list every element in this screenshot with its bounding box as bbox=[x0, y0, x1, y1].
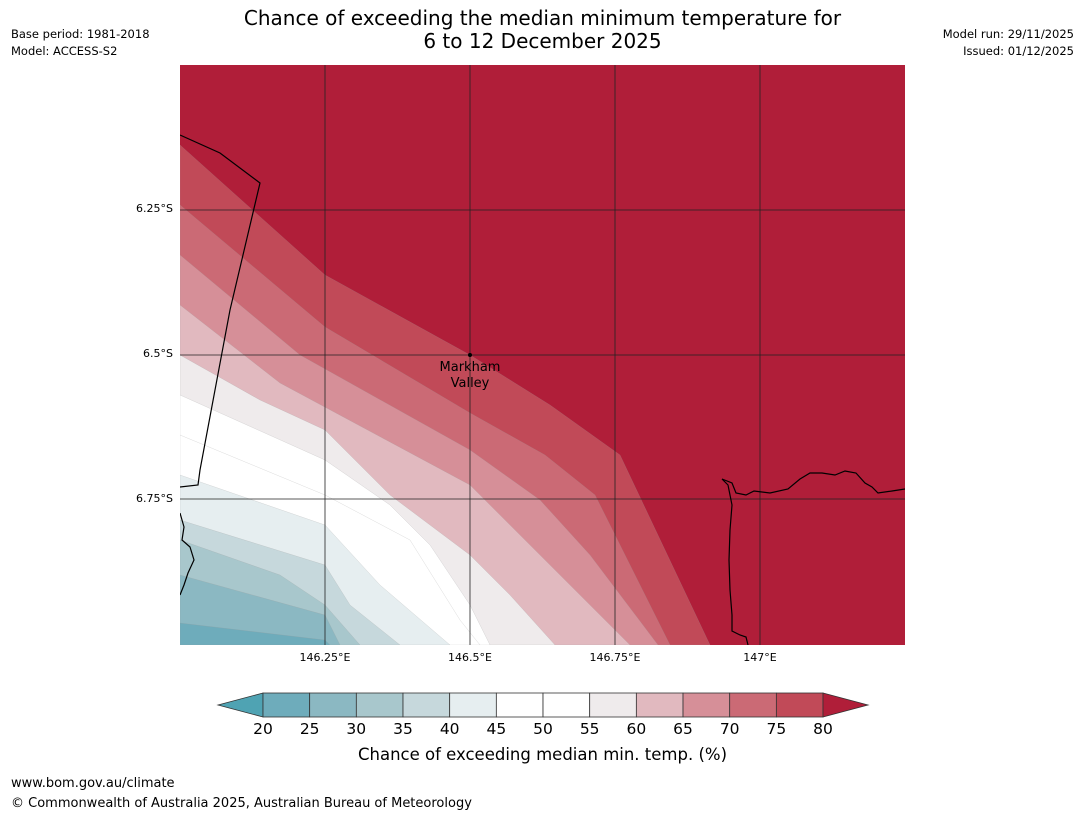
colorbar-cell-55-60 bbox=[589, 692, 637, 718]
colorbar-arrow-high bbox=[822, 692, 870, 718]
meta-left: Base period: 1981-2018 Model: ACCESS-S2 bbox=[11, 26, 150, 60]
forecast-map bbox=[180, 65, 905, 645]
colorbar-cell-30-35 bbox=[355, 692, 404, 718]
map-title: Chance of exceeding the median minimum t… bbox=[0, 7, 1085, 53]
colorbar-tick-65: 65 bbox=[673, 720, 693, 738]
colorbar-cell-35-40 bbox=[402, 692, 451, 718]
lat-label-6-5: 6.5°S bbox=[143, 347, 173, 360]
colorbar bbox=[216, 692, 870, 718]
lon-label-146-25: 146.25°E bbox=[299, 651, 351, 664]
lon-label-146-5: 146.5°E bbox=[448, 651, 492, 664]
issued-date: Issued: 01/12/2025 bbox=[963, 44, 1074, 58]
colorbar-tick-20: 20 bbox=[253, 720, 273, 738]
lat-label-6-75: 6.75°S bbox=[136, 492, 173, 505]
colorbar-tick-45: 45 bbox=[486, 720, 507, 738]
lon-label-146-75: 146.75°E bbox=[589, 651, 641, 664]
place-label-markham-valley: Markham Valley bbox=[425, 360, 515, 392]
footer-copyright: © Commonwealth of Australia 2025, Austra… bbox=[11, 796, 472, 811]
colorbar-tick-55: 55 bbox=[579, 720, 600, 738]
colorbar-cell-75-80 bbox=[775, 692, 824, 718]
footer-url[interactable]: www.bom.gov.au/climate bbox=[11, 776, 175, 791]
model-name: Model: ACCESS-S2 bbox=[11, 44, 118, 58]
colorbar-tick-75: 75 bbox=[766, 720, 787, 738]
title-line-1: Chance of exceeding the median minimum t… bbox=[243, 6, 842, 30]
model-run: Model run: 29/11/2025 bbox=[942, 27, 1074, 41]
lat-label-6-25: 6.25°S bbox=[136, 202, 173, 215]
colorbar-tick-25: 25 bbox=[299, 720, 320, 738]
colorbar-tick-60: 60 bbox=[626, 720, 647, 738]
colorbar-cells bbox=[262, 692, 824, 718]
colorbar-cell-20-25 bbox=[262, 692, 311, 718]
lon-label-147: 147°E bbox=[743, 651, 777, 664]
colorbar-label: Chance of exceeding median min. temp. (%… bbox=[357, 745, 728, 764]
colorbar-tick-30: 30 bbox=[346, 720, 367, 738]
title-line-2: 6 to 12 December 2025 bbox=[423, 29, 662, 53]
base-period: Base period: 1981-2018 bbox=[11, 27, 150, 41]
band-25-30 bbox=[180, 574, 341, 645]
colorbar-cell-40-45 bbox=[449, 692, 497, 718]
coastline bbox=[180, 134, 905, 645]
colorbar-tick-70: 70 bbox=[719, 720, 740, 738]
colorbar-cell-50-55 bbox=[542, 692, 591, 718]
colorbar-tick-40: 40 bbox=[439, 720, 460, 738]
place-name-line-1: Markham bbox=[439, 360, 501, 375]
colorbar-cell-70-75 bbox=[729, 692, 777, 718]
colorbar-cell-25-30 bbox=[309, 692, 357, 718]
colorbar-tick-80: 80 bbox=[813, 720, 833, 738]
colorbar-cell-45-50 bbox=[495, 692, 544, 718]
place-name-line-2: Valley bbox=[450, 376, 490, 391]
meta-right: Model run: 29/11/2025 Issued: 01/12/2025 bbox=[943, 26, 1074, 60]
colorbar-tick-35: 35 bbox=[393, 720, 413, 738]
colorbar-arrow-low bbox=[216, 692, 264, 718]
colorbar-cell-60-65 bbox=[635, 692, 684, 718]
colorbar-cell-65-70 bbox=[682, 692, 731, 718]
graticule bbox=[180, 65, 905, 645]
colorbar-tick-50: 50 bbox=[533, 720, 553, 738]
location-marker bbox=[468, 353, 472, 357]
band-20-25 bbox=[180, 622, 331, 645]
